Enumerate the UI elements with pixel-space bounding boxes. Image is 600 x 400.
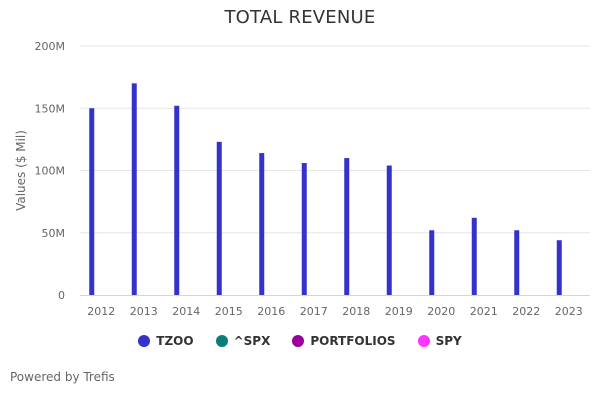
legend-item-spx[interactable]: ^SPX <box>215 334 271 348</box>
legend-dot-icon <box>292 335 305 347</box>
x-tick-label: 2022 <box>512 305 540 318</box>
bar-tzoo-2020[interactable] <box>429 230 435 295</box>
legend: TZOO ^SPX PORTFOLIOS SPY <box>0 334 600 348</box>
x-tick-label: 2013 <box>130 305 158 318</box>
y-axis-label: Values ($ Mil) <box>14 130 28 211</box>
legend-label: SPY <box>435 334 462 348</box>
bar-tzoo-2016[interactable] <box>259 153 265 295</box>
gridlines <box>80 45 590 234</box>
x-tick-label: 2012 <box>87 305 115 318</box>
legend-item-portfolios[interactable]: PORTFOLIOS <box>292 334 396 348</box>
bar-tzoo-2017[interactable] <box>301 163 307 295</box>
x-tick-label: 2018 <box>342 305 370 318</box>
x-tick-label: 2015 <box>215 305 243 318</box>
x-tick-label: 2023 <box>555 305 583 318</box>
bar-tzoo-2012[interactable] <box>89 108 95 295</box>
legend-dot-icon <box>138 335 151 347</box>
bar-tzoo-2018[interactable] <box>344 158 350 295</box>
legend-label: TZOO <box>156 334 194 348</box>
y-tick-label: 0 <box>58 289 65 302</box>
legend-dot-icon <box>215 335 228 347</box>
y-tick-label: 100M <box>35 165 66 178</box>
bars <box>89 83 562 295</box>
powered-by-footer: Powered by Trefis <box>10 370 115 384</box>
legend-item-spy[interactable]: SPY <box>417 334 462 348</box>
x-tick-label: 2020 <box>427 305 455 318</box>
y-tick-label: 200M <box>35 40 66 53</box>
x-tick-label: 2021 <box>470 305 498 318</box>
bar-tzoo-2013[interactable] <box>131 83 137 295</box>
x-tick-label: 2014 <box>172 305 200 318</box>
x-tick-label: 2017 <box>300 305 328 318</box>
legend-label: PORTFOLIOS <box>310 334 396 348</box>
bar-tzoo-2019[interactable] <box>386 165 392 295</box>
y-axis-ticks: 0 50M 100M 150M 200M <box>35 40 66 302</box>
bar-tzoo-2015[interactable] <box>216 141 222 295</box>
bar-tzoo-2021[interactable] <box>471 217 477 295</box>
legend-label: ^SPX <box>233 334 271 348</box>
y-tick-label: 50M <box>42 227 66 240</box>
bar-tzoo-2014[interactable] <box>174 105 180 295</box>
bar-tzoo-2022[interactable] <box>514 230 520 295</box>
x-tick-label: 2016 <box>257 305 285 318</box>
legend-item-tzoo[interactable]: TZOO <box>138 334 194 348</box>
x-tick-label: 2019 <box>385 305 413 318</box>
chart-title: TOTAL REVENUE <box>224 7 376 28</box>
legend-dot-icon <box>417 335 430 347</box>
y-tick-label: 150M <box>35 102 66 115</box>
x-axis-ticks: 2012 2013 2014 2015 2016 2017 2018 2019 2020 2021… <box>87 305 583 318</box>
bar-tzoo-2023[interactable] <box>556 240 562 295</box>
